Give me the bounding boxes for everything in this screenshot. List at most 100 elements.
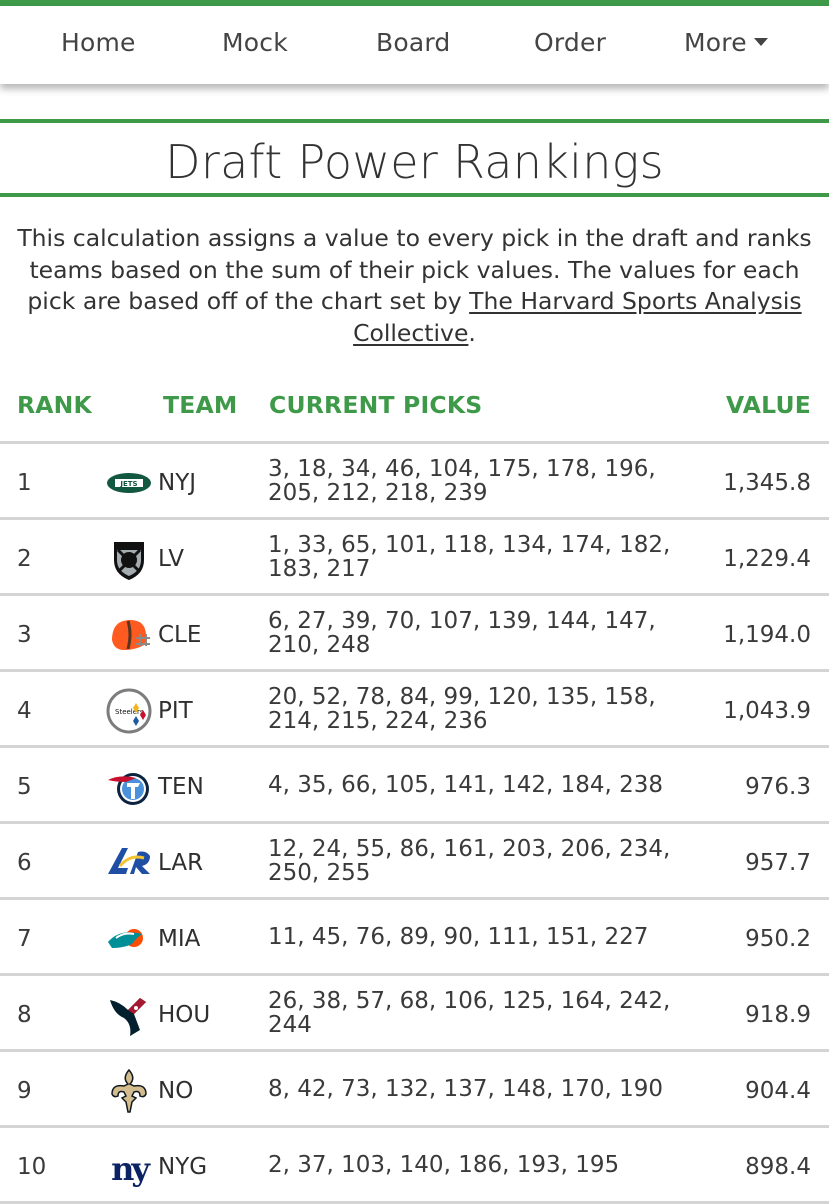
table-row[interactable]: 5 TEN 4, 35, 66, 105, 141, 142, 184, 238 9… [0, 748, 829, 824]
value-cell: 957.7 [745, 850, 811, 876]
header-current-picks[interactable]: CURRENT PICKS [269, 391, 483, 419]
page-title: Draft Power Rankings [165, 135, 664, 189]
value-cell: 950.2 [745, 926, 811, 952]
nav-order[interactable]: Order [534, 28, 607, 57]
team-cell: LV [158, 546, 185, 572]
picks-cell: 11, 45, 76, 89, 90, 111, 151, 227 [268, 900, 688, 973]
row-divider [0, 973, 829, 976]
table-row[interactable]: 2 LV 1, 33, 65, 101, 118, 134, 174, 182, … [0, 520, 829, 596]
team-cell: HOU [158, 1002, 211, 1028]
row-divider [0, 1049, 829, 1052]
picks-cell: 4, 35, 66, 105, 141, 142, 184, 238 [268, 748, 688, 821]
svg-text:ny: ny [111, 1150, 151, 1188]
team-cell: CLE [158, 622, 202, 648]
rank-cell: 4 [17, 698, 32, 724]
jets-logo-icon: JETS [106, 460, 152, 506]
top-nav: Home Mock Board Order More [0, 6, 829, 84]
value-cell: 976.3 [745, 774, 811, 800]
texans-logo-icon [106, 992, 152, 1038]
titans-logo-icon [106, 764, 152, 810]
svg-text:Steelers: Steelers [115, 708, 144, 716]
caret-down-icon [753, 38, 768, 46]
picks-cell: 20, 52, 78, 84, 99, 120, 135, 158, 214, … [268, 672, 688, 745]
team-cell: NYJ [158, 470, 197, 496]
page-description: This calculation assigns a value to ever… [14, 223, 815, 349]
top-accent-stripe [0, 0, 829, 6]
value-cell: 918.9 [745, 1002, 811, 1028]
row-divider [0, 593, 829, 596]
value-cell: 1,194.0 [723, 622, 811, 648]
picks-text: 1, 33, 65, 101, 118, 134, 174, 182, 183,… [268, 531, 671, 582]
browns-logo-icon [106, 612, 152, 658]
team-cell: NO [158, 1078, 194, 1104]
picks-text: 3, 18, 34, 46, 104, 175, 178, 196, 205, … [268, 455, 656, 506]
header-team[interactable]: TEAM [163, 391, 238, 419]
table-row[interactable]: 10 ny NYG 2, 37, 103, 140, 186, 193, 195 8… [0, 1128, 829, 1204]
table-row[interactable]: 4 Steelers PIT 20, 52, 78, 84, 99, 120, 1… [0, 672, 829, 748]
team-cell: LAR [158, 850, 204, 876]
value-cell: 1,229.4 [723, 546, 811, 572]
value-cell: 904.4 [745, 1078, 811, 1104]
table-row[interactable]: 9 NO 8, 42, 73, 132, 137, 148, 170, 190 90… [0, 1052, 829, 1128]
team-cell: NYG [158, 1154, 208, 1180]
picks-cell: 1, 33, 65, 101, 118, 134, 174, 182, 183,… [268, 520, 688, 593]
rank-cell: 1 [17, 470, 32, 496]
picks-cell: 8, 42, 73, 132, 137, 148, 170, 190 [268, 1052, 688, 1125]
header-divider [0, 441, 829, 444]
table-row[interactable]: 1 JETS NYJ 3, 18, 34, 46, 104, 175, 178, … [0, 444, 829, 520]
header-rank[interactable]: RANK [17, 391, 92, 419]
picks-cell: 26, 38, 57, 68, 106, 125, 164, 242, 244 [268, 976, 688, 1049]
rank-cell: 8 [17, 1002, 32, 1028]
dolphins-logo-icon [106, 916, 152, 962]
rank-cell: 9 [17, 1078, 32, 1104]
nav-board[interactable]: Board [376, 28, 451, 57]
picks-cell: 12, 24, 55, 86, 161, 203, 206, 234, 250,… [268, 824, 688, 897]
picks-text: 8, 42, 73, 132, 137, 148, 170, 190 [268, 1075, 664, 1102]
giants-logo-icon: ny [106, 1144, 154, 1190]
picks-cell: 2, 37, 103, 140, 186, 193, 195 [268, 1128, 688, 1201]
table-row[interactable]: 7 MIA 11, 45, 76, 89, 90, 111, 151, 227 95… [0, 900, 829, 976]
row-divider [0, 745, 829, 748]
picks-text: 11, 45, 76, 89, 90, 111, 151, 227 [268, 923, 649, 950]
picks-text: 12, 24, 55, 86, 161, 203, 206, 234, 250,… [268, 835, 671, 886]
rank-cell: 6 [17, 850, 32, 876]
rank-cell: 2 [17, 546, 32, 572]
team-cell: MIA [158, 926, 201, 952]
header-value[interactable]: VALUE [725, 391, 811, 419]
picks-text: 4, 35, 66, 105, 141, 142, 184, 238 [268, 771, 664, 798]
value-cell: 1,345.8 [723, 470, 811, 496]
rams-logo-icon [106, 840, 152, 886]
nav-more-label: More [684, 28, 747, 57]
nav-home[interactable]: Home [61, 28, 136, 57]
team-cell: TEN [158, 774, 204, 800]
nav-mock[interactable]: Mock [222, 28, 288, 57]
picks-text: 2, 37, 103, 140, 186, 193, 195 [268, 1151, 620, 1178]
steelers-logo-icon: Steelers [106, 688, 152, 734]
rank-cell: 10 [17, 1154, 47, 1180]
row-divider [0, 821, 829, 824]
nav-more-dropdown[interactable]: More [684, 28, 768, 57]
svg-text:JETS: JETS [119, 480, 137, 488]
picks-cell: 3, 18, 34, 46, 104, 175, 178, 196, 205, … [268, 444, 688, 517]
picks-text: 20, 52, 78, 84, 99, 120, 135, 158, 214, … [268, 683, 656, 734]
raiders-logo-icon [106, 536, 152, 582]
rank-cell: 5 [17, 774, 32, 800]
row-divider [0, 517, 829, 520]
row-divider [0, 669, 829, 672]
saints-logo-icon [106, 1068, 152, 1114]
picks-cell: 6, 27, 39, 70, 107, 139, 144, 147, 210, … [268, 596, 688, 669]
table-row[interactable]: 8 HOU 26, 38, 57, 68, 106, 125, 164, 242,… [0, 976, 829, 1052]
row-divider [0, 897, 829, 900]
table-row[interactable]: 3 CLE 6, 27, 39, 70, 107, 139, 144, 147, … [0, 596, 829, 672]
value-cell: 898.4 [745, 1154, 811, 1180]
team-cell: PIT [158, 698, 193, 724]
description-end: . [468, 318, 476, 347]
table-row[interactable]: 6 LAR 12, 24, 55, 86, 161, 203, 206, 234,… [0, 824, 829, 900]
title-banner: Draft Power Rankings [0, 119, 829, 197]
description-text: This calculation assigns a value to ever… [17, 224, 812, 315]
harvard-link[interactable]: The Harvard Sports Analysis Collective [353, 287, 802, 347]
rank-cell: 7 [17, 926, 32, 952]
picks-text: 6, 27, 39, 70, 107, 139, 144, 147, 210, … [268, 607, 656, 658]
row-divider [0, 1125, 829, 1128]
picks-text: 26, 38, 57, 68, 106, 125, 164, 242, 244 [268, 987, 671, 1038]
